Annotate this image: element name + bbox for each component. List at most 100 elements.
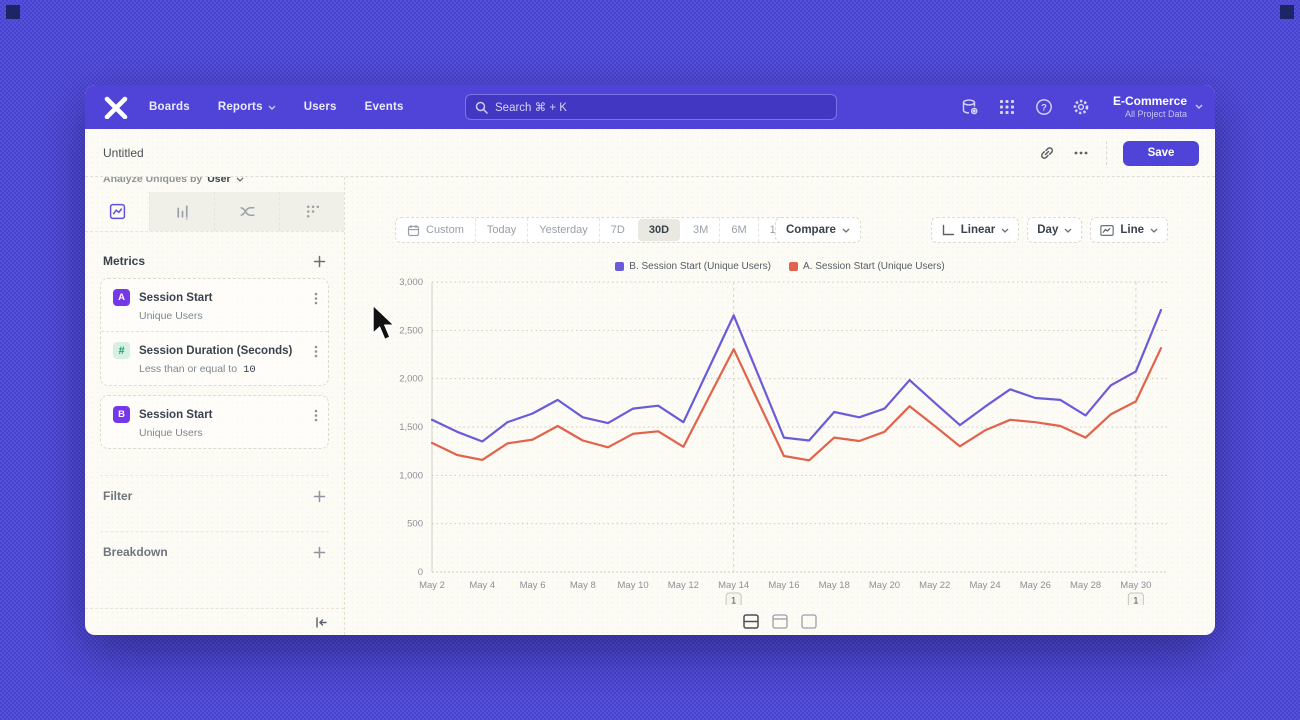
more-options-icon[interactable] xyxy=(1072,144,1090,162)
linear-axis-icon xyxy=(942,224,954,235)
chart-line-b xyxy=(430,308,1163,443)
x-tick-label: May 14 xyxy=(718,580,749,591)
add-breakdown-button[interactable] xyxy=(313,546,326,559)
legend-item-b[interactable]: B. Session Start (Unique Users) xyxy=(615,261,771,272)
range-6m[interactable]: 6M xyxy=(719,218,757,242)
chevron-down-icon xyxy=(1064,228,1072,233)
flows-icon xyxy=(239,207,254,216)
x-tick-label: May 2 xyxy=(419,580,445,591)
tab-retention[interactable] xyxy=(279,192,344,231)
line-chart[interactable]: 0 500 1,000 1,500 2,000 2,500 3,000 May 2 May 4 M… xyxy=(345,255,1215,605)
nav-item-reports[interactable]: Reports xyxy=(218,101,276,113)
copy-link-icon[interactable] xyxy=(1038,144,1056,162)
chevron-down-icon xyxy=(1150,228,1158,233)
range-yesterday[interactable]: Yesterday xyxy=(527,218,599,242)
date-range-control: Custom Today Yesterday 7D 30D 3M 6M 12M xyxy=(395,217,804,243)
line-chart-icon xyxy=(109,203,125,220)
top-nav: Boards Reports Users Events Search ⌘ + K xyxy=(85,85,1215,129)
kebab-menu-icon[interactable] xyxy=(314,292,318,305)
metric-item-b[interactable]: B Session Start Unique Users xyxy=(101,396,328,448)
range-3m[interactable]: 3M xyxy=(693,224,709,236)
nav-item-events[interactable]: Events xyxy=(364,101,404,113)
x-tick-label: May 10 xyxy=(618,580,649,591)
filter-label: Filter xyxy=(103,489,133,503)
collapse-sidebar-icon[interactable] xyxy=(314,616,328,629)
search-input[interactable]: Search ⌘ + K xyxy=(465,94,837,120)
y-tick-label: 2,500 xyxy=(399,325,423,336)
x-tick-label: May 18 xyxy=(819,580,850,591)
project-selector[interactable]: E-Commerce All Project Data xyxy=(1109,93,1203,119)
add-filter-button[interactable] xyxy=(313,490,326,503)
sidebar-footer xyxy=(85,608,344,635)
data-management-icon[interactable] xyxy=(961,98,979,116)
line-chart-icon xyxy=(1100,224,1115,236)
metric-subtitle[interactable]: Less than or equal to 10 xyxy=(139,363,256,376)
tab-flows[interactable] xyxy=(214,192,279,231)
annotation-badge-label: 1 xyxy=(731,596,736,606)
range-30d[interactable]: 30D xyxy=(637,219,681,241)
nav-item-boards[interactable]: Boards xyxy=(149,101,190,113)
full-view-icon[interactable] xyxy=(799,613,819,630)
calendar-icon xyxy=(407,224,420,236)
search-icon xyxy=(475,101,488,114)
analyze-by-row: Analyze Uniques by User xyxy=(85,177,344,190)
chevron-down-icon xyxy=(1195,104,1203,110)
chart-top-view-icon[interactable] xyxy=(770,613,790,630)
chart-type-dropdown[interactable]: Line xyxy=(1090,217,1168,243)
metric-item-duration[interactable]: # Session Duration (Seconds) Less than o… xyxy=(101,331,328,385)
settings-gear-icon[interactable] xyxy=(1072,98,1090,116)
metric-badge: A xyxy=(113,289,130,306)
help-icon[interactable]: ? xyxy=(1035,98,1053,116)
legend-item-a[interactable]: A. Session Start (Unique Users) xyxy=(789,261,945,272)
range-7d[interactable]: 7D xyxy=(598,218,636,242)
kebab-menu-icon[interactable] xyxy=(314,409,318,422)
metric-subtitle[interactable]: Unique Users xyxy=(139,427,203,439)
save-button[interactable]: Save xyxy=(1123,140,1199,166)
mouse-cursor xyxy=(372,303,397,341)
chart-canvas: Custom Today Yesterday 7D 30D 3M 6M 12M … xyxy=(345,177,1215,635)
bar-chart-icon xyxy=(176,205,188,220)
apps-grid-icon[interactable] xyxy=(998,98,1016,116)
metric-title: Session Duration (Seconds) xyxy=(139,344,293,357)
annotation-badge xyxy=(1127,592,1144,605)
metric-subtitle[interactable]: Unique Users xyxy=(139,310,203,322)
range-today[interactable]: Today xyxy=(474,218,527,242)
chevron-down-icon xyxy=(1001,228,1009,233)
analyze-by-value[interactable]: User xyxy=(207,177,231,185)
legend-swatch xyxy=(615,262,625,271)
kebab-menu-icon[interactable] xyxy=(314,345,318,358)
nav-right-group: ? E-Commerce All Project Data xyxy=(961,85,1203,129)
query-builder-sidebar: Analyze Uniques by User xyxy=(85,177,345,635)
chevron-down-icon xyxy=(842,228,850,233)
svg-text:?: ? xyxy=(1041,103,1047,114)
tab-insights-line[interactable] xyxy=(85,192,149,231)
report-title[interactable]: Untitled xyxy=(103,145,144,160)
compare-dropdown[interactable]: Compare xyxy=(775,217,861,243)
view-layout-toggle xyxy=(345,613,1215,630)
legend-label: A. Session Start (Unique Users) xyxy=(803,261,945,272)
x-tick-label: May 12 xyxy=(668,580,699,591)
legend-label: B. Session Start (Unique Users) xyxy=(629,261,771,272)
project-scope: All Project Data xyxy=(1124,108,1187,119)
app-window: Boards Reports Users Events Search ⌘ + K xyxy=(85,85,1215,635)
interval-dropdown[interactable]: Day xyxy=(1027,217,1083,243)
tab-bar-chart[interactable] xyxy=(149,192,214,231)
metric-item-a[interactable]: A Session Start Unique Users xyxy=(101,279,328,331)
x-tick-label: May 4 xyxy=(469,580,495,591)
x-tick-label: May 30 xyxy=(1120,580,1151,591)
mixpanel-logo-icon[interactable] xyxy=(103,95,129,119)
y-tick-label: 3,000 xyxy=(399,277,423,288)
y-tick-label: 1,000 xyxy=(399,470,423,481)
toolbar-divider xyxy=(1106,141,1107,165)
legend-swatch xyxy=(789,262,798,271)
add-metric-button[interactable] xyxy=(313,255,326,268)
y-tick-label: 500 xyxy=(407,519,423,530)
range-custom[interactable]: Custom xyxy=(396,218,475,242)
metric-title: Session Start xyxy=(139,291,213,304)
axis-scale-dropdown[interactable]: Linear xyxy=(930,217,1020,243)
split-view-icon[interactable] xyxy=(741,613,761,630)
nav-item-users[interactable]: Users xyxy=(303,101,337,113)
y-tick-label: 0 xyxy=(418,567,423,578)
project-name: E-Commerce xyxy=(1112,93,1187,108)
